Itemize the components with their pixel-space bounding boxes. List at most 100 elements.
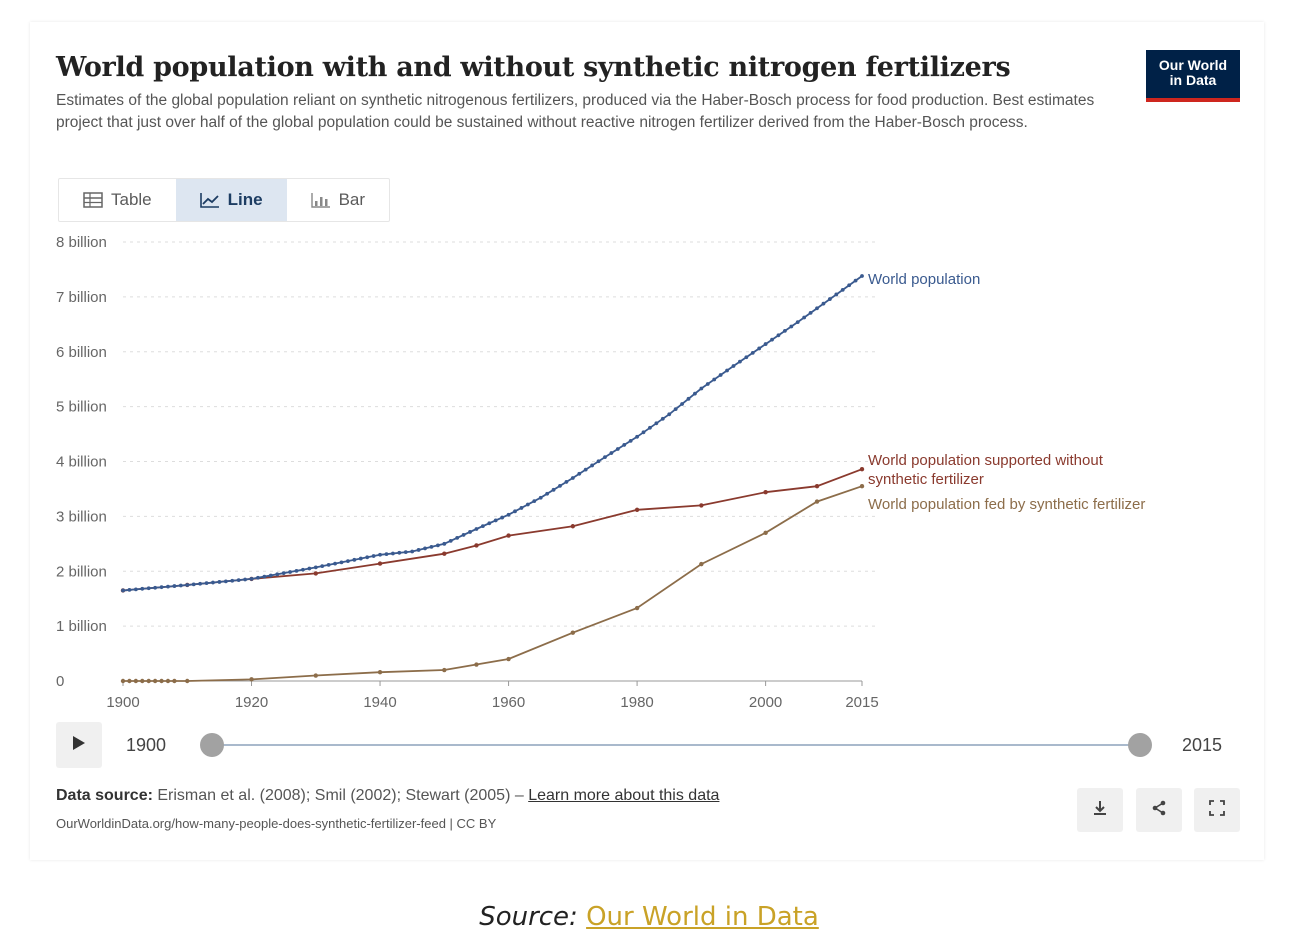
data-point (384, 552, 389, 557)
data-point (211, 580, 215, 585)
download-button[interactable] (1077, 788, 1123, 832)
series-line (123, 485, 863, 682)
data-point (313, 673, 318, 678)
data-point (570, 524, 576, 529)
data-point (204, 581, 209, 586)
owid-logo[interactable]: Our World in Data (1146, 50, 1240, 102)
data-point (712, 377, 717, 382)
y-tick-label: 1 billion (56, 618, 107, 635)
data-point (634, 605, 640, 611)
data-point (281, 571, 286, 576)
data-point (500, 515, 505, 520)
data-point (121, 588, 125, 593)
data-point (654, 421, 659, 426)
tab-line[interactable]: Line (175, 179, 287, 221)
data-point (545, 491, 550, 496)
timeline-start-label: 1900 (126, 735, 167, 755)
share-button[interactable] (1136, 788, 1182, 832)
data-point (352, 557, 357, 562)
caption-prefix: Source: (479, 902, 578, 932)
timeline-end-handle[interactable] (1128, 733, 1152, 757)
data-point (827, 297, 832, 301)
data-point (480, 524, 485, 529)
x-tick-label: 2000 (749, 694, 782, 711)
data-point (442, 551, 447, 556)
data-point (821, 301, 826, 306)
data-point (461, 533, 466, 537)
data-point (326, 562, 331, 567)
data-point (814, 499, 820, 504)
data-point (840, 287, 845, 292)
y-tick-label: 5 billion (56, 399, 107, 416)
download-icon (1091, 799, 1109, 822)
chart-url: OurWorldinData.org/how-many-people-does-… (56, 816, 497, 831)
data-point (377, 670, 383, 675)
x-tick-label: 2015 (845, 694, 878, 711)
data-point (313, 571, 318, 576)
fullscreen-button[interactable] (1194, 788, 1240, 832)
data-point (442, 541, 447, 546)
series-label: World population supported without (868, 452, 1104, 469)
data-point (455, 535, 460, 540)
data-point (146, 586, 151, 591)
data-point (133, 587, 138, 592)
data-point (493, 518, 498, 523)
data-source: Data source: Erisman et al. (2008); Smil… (56, 787, 719, 805)
x-tick-label: 1980 (620, 694, 653, 711)
data-point (435, 543, 440, 548)
data-point (506, 656, 511, 662)
data-point (802, 315, 807, 320)
data-point (615, 447, 620, 451)
data-point (577, 471, 582, 476)
data-point (403, 550, 408, 555)
data-point (808, 310, 813, 315)
timeline-start-handle[interactable] (200, 733, 224, 757)
logo-line-1: Our World (1158, 57, 1228, 73)
data-point (693, 391, 697, 396)
source-caption: Source: Our World in Data (0, 902, 1298, 932)
data-point (365, 555, 370, 560)
caption-source-link[interactable]: Our World in Data (586, 902, 819, 932)
data-point (570, 476, 575, 480)
data-point (159, 585, 164, 590)
data-point (635, 434, 639, 439)
data-point (750, 350, 755, 355)
chart-card: World population with and without synthe… (30, 22, 1264, 860)
data-point (622, 443, 627, 447)
data-point (795, 320, 800, 325)
learn-more-link[interactable]: Learn more about this data (528, 787, 720, 804)
data-point (570, 630, 576, 635)
data-point (699, 503, 704, 508)
data-point (564, 480, 569, 484)
data-point (718, 373, 723, 377)
data-point (307, 566, 312, 571)
data-point (236, 578, 241, 583)
tab-bar[interactable]: Bar (287, 179, 389, 221)
view-tabs: Table Line Bar (58, 178, 391, 222)
data-point (275, 572, 280, 577)
data-point (634, 507, 640, 512)
data-point (487, 521, 492, 526)
data-point (166, 584, 170, 589)
data-point (609, 451, 614, 455)
data-point (506, 512, 511, 517)
series-label: synthetic fertilizer (868, 471, 984, 488)
data-point (294, 568, 299, 573)
data-point (378, 552, 382, 557)
tab-table[interactable]: Table (59, 179, 176, 221)
data-point (686, 396, 691, 401)
data-point (390, 551, 395, 556)
data-point (853, 278, 858, 283)
y-tick-label: 7 billion (56, 289, 107, 306)
data-point (558, 483, 562, 488)
data-point (763, 490, 768, 495)
play-button[interactable] (56, 722, 102, 768)
data-point (648, 425, 652, 430)
data-source-label: Data source: (56, 787, 153, 804)
y-tick-label: 0 (56, 673, 64, 690)
data-point (506, 533, 511, 538)
data-point (660, 416, 665, 421)
data-point (333, 561, 337, 566)
timeline-track[interactable] (212, 744, 1142, 746)
data-point (603, 455, 607, 460)
